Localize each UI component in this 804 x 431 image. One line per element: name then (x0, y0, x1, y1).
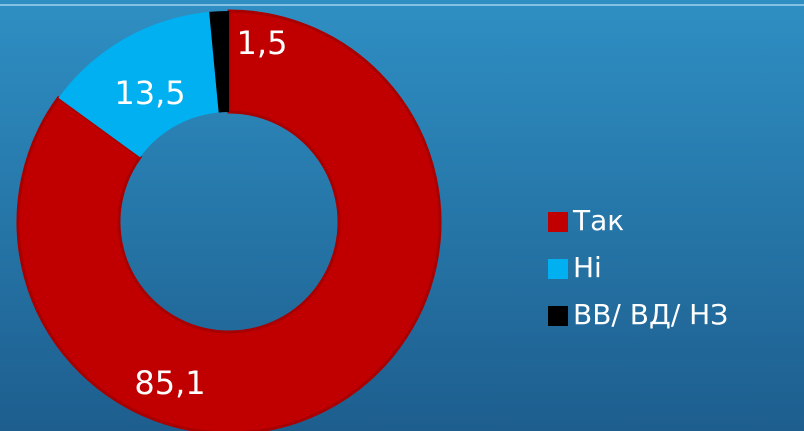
legend-swatch (548, 259, 568, 279)
legend-swatch (548, 212, 568, 232)
data-label: 85,1 (134, 364, 205, 402)
legend-label: Так (572, 204, 624, 237)
legend-label: ВВ/ ВД/ НЗ (573, 298, 728, 331)
donut-slice (58, 11, 219, 158)
legend-swatch (548, 306, 568, 326)
legend-label: Ні (573, 251, 602, 284)
data-label: 1,5 (237, 24, 288, 62)
donut-slice (16, 9, 442, 431)
donut-slice (209, 11, 229, 113)
data-label: 13,5 (114, 74, 185, 112)
